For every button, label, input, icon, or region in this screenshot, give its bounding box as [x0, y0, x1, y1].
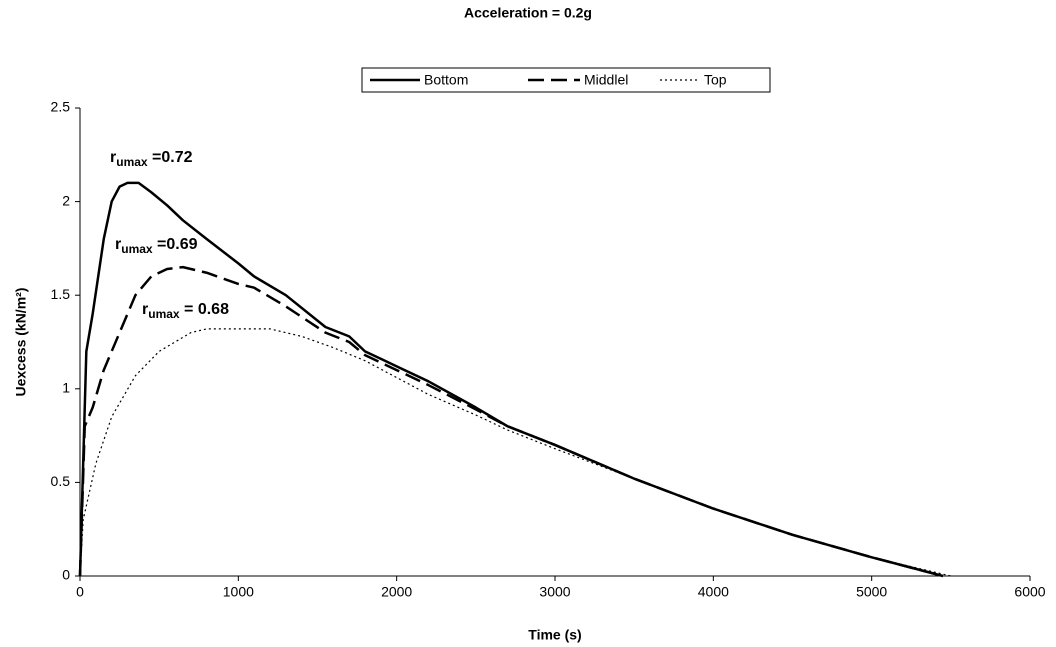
annotation-part: = 0.68: [180, 301, 229, 318]
annotation-part: =0.72: [148, 149, 193, 166]
legend-label: Bottom: [424, 72, 468, 88]
annotation-part: umax: [121, 242, 153, 256]
x-tick-label: 4000: [698, 584, 729, 600]
y-tick-label: 2: [62, 192, 70, 208]
y-tick-label: 2.5: [51, 99, 71, 115]
x-tick-label: 2000: [381, 584, 412, 600]
x-tick-label: 3000: [539, 584, 570, 600]
annotation: rumax =0.69: [115, 236, 198, 256]
x-axis-label: Time (s): [528, 627, 581, 643]
legend-label: Middlel: [584, 72, 628, 88]
series-line: [79, 328, 951, 577]
annotation-part: r: [110, 149, 116, 166]
annotation-part: umax: [148, 307, 180, 321]
x-tick-label: 0: [76, 584, 84, 600]
annotation-part: umax: [116, 155, 148, 169]
x-tick-label: 6000: [1014, 584, 1045, 600]
annotation-part: =0.69: [153, 236, 198, 253]
annotation-part: r: [142, 301, 148, 318]
series-line: [78, 181, 944, 578]
y-tick-label: 0: [62, 567, 70, 583]
y-axis-label: Uexcess (kN/m²): [13, 288, 29, 397]
annotation: rumax =0.72: [110, 149, 193, 169]
y-tick-label: 0.5: [51, 473, 71, 489]
annotation: rumax = 0.68: [142, 301, 229, 321]
y-tick-label: 1: [62, 380, 70, 396]
x-tick-label: 1000: [223, 584, 254, 600]
x-tick-label: 5000: [856, 584, 887, 600]
chart-title: Acceleration = 0.2g: [464, 5, 592, 21]
legend-label: Top: [704, 72, 727, 88]
y-tick-label: 1.5: [51, 286, 71, 302]
annotation-part: r: [115, 236, 121, 253]
